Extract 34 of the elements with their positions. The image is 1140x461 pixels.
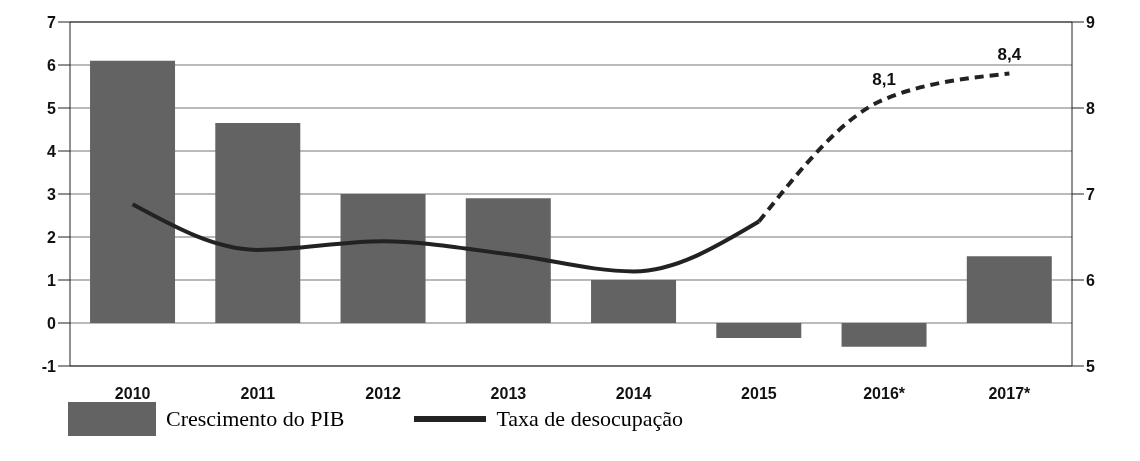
bar	[90, 60, 176, 323]
legend-label: Crescimento do PIB	[166, 406, 345, 432]
x-tick-label: 2014	[615, 385, 652, 403]
y-tick-label: 2	[47, 228, 57, 246]
x-tick-label: 2016*	[863, 385, 906, 403]
y2-tick-label: 8	[1086, 99, 1095, 117]
x-tick-label: 2015	[741, 385, 777, 403]
bar	[966, 256, 1052, 323]
bar	[465, 198, 551, 323]
x-tick-label: 2013	[490, 385, 527, 403]
bar	[215, 123, 301, 323]
x-tick-label: 2017*	[988, 385, 1032, 403]
y-tick-label: 7	[47, 13, 57, 31]
y-tick-label: 1	[47, 271, 57, 289]
y2-tick-label: 9	[1086, 13, 1095, 31]
x-tick-label: 2010	[114, 385, 151, 403]
x-tick-label: 2011	[240, 385, 276, 403]
y2-tick-label: 6	[1086, 271, 1095, 289]
bar	[591, 280, 677, 323]
y-tick-label: 5	[47, 99, 57, 117]
data-label: 8,1	[872, 70, 896, 90]
legend-label: Taxa de desocupação	[496, 406, 684, 432]
bar	[716, 323, 802, 339]
y-tick-label: -1	[41, 357, 57, 375]
y2-tick-label: 7	[1086, 185, 1095, 203]
y-tick-label: 3	[47, 185, 57, 203]
y-tick-label: 6	[47, 56, 57, 74]
x-tick-label: 2012	[365, 385, 402, 403]
data-label: 8,4	[997, 44, 1022, 64]
bar	[340, 194, 426, 323]
bar	[841, 323, 927, 347]
y2-tick-label: 5	[1086, 357, 1095, 375]
y-tick-label: 0	[47, 314, 57, 332]
y-tick-label: 4	[47, 142, 57, 160]
